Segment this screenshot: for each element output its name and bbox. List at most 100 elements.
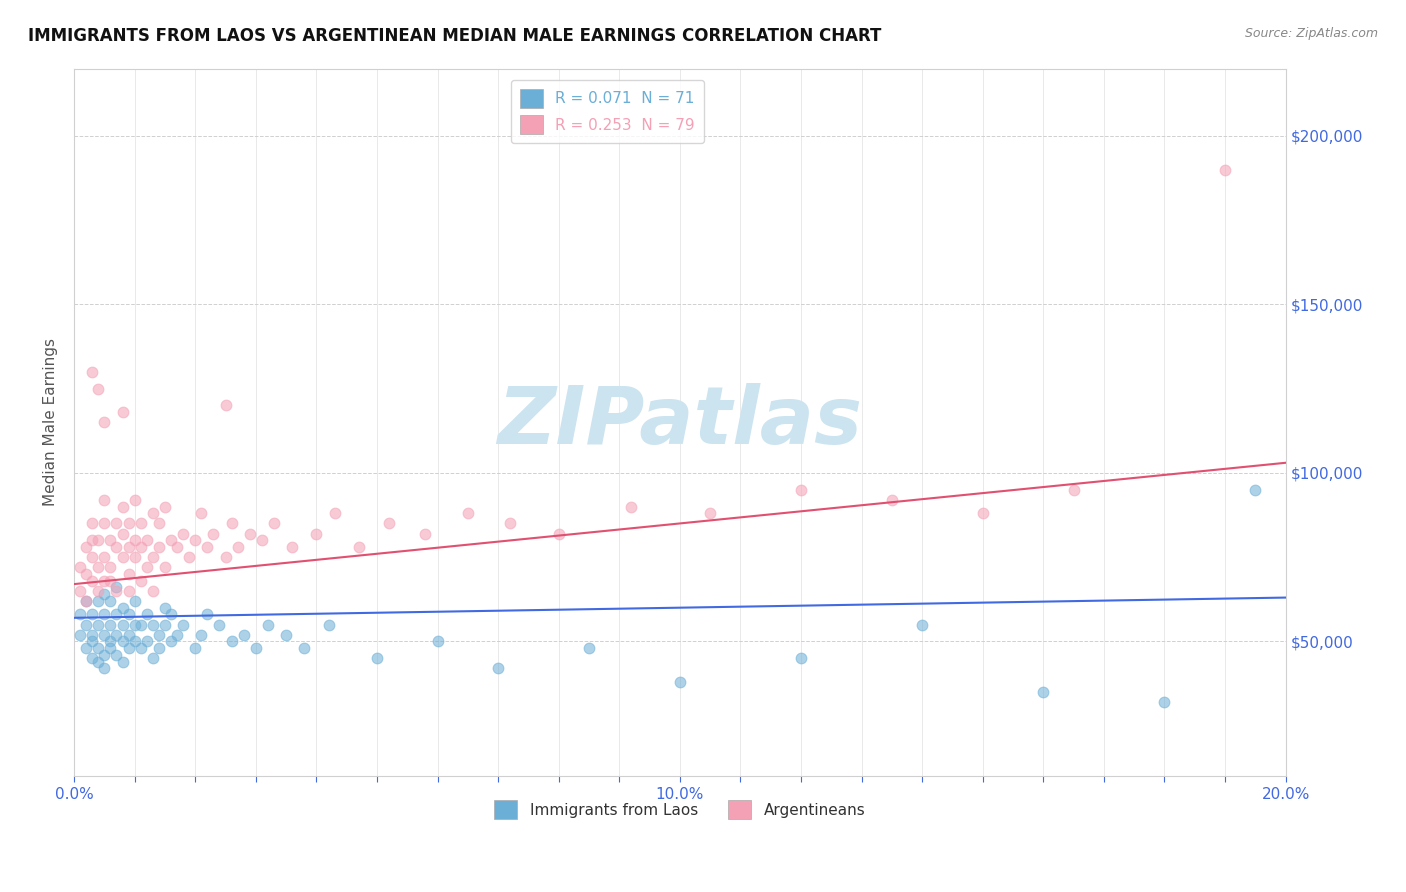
Point	[1244, 483, 1267, 497]
Point	[160, 533, 183, 548]
Point	[499, 516, 522, 531]
Point	[93, 587, 115, 601]
Point	[972, 506, 994, 520]
Point	[100, 574, 122, 588]
Point	[87, 617, 110, 632]
Point	[281, 540, 304, 554]
Point	[257, 617, 280, 632]
Point	[82, 365, 104, 379]
Text: ZIPatlas: ZIPatlas	[498, 384, 862, 461]
Text: IMMIGRANTS FROM LAOS VS ARGENTINEAN MEDIAN MALE EARNINGS CORRELATION CHART: IMMIGRANTS FROM LAOS VS ARGENTINEAN MEDI…	[28, 27, 882, 45]
Point	[111, 600, 134, 615]
Point	[669, 674, 692, 689]
Point	[93, 661, 115, 675]
Point	[202, 526, 225, 541]
Text: Source: ZipAtlas.com: Source: ZipAtlas.com	[1244, 27, 1378, 40]
Point	[378, 516, 401, 531]
Point	[790, 651, 813, 665]
Point	[208, 617, 231, 632]
Point	[124, 617, 146, 632]
Point	[100, 560, 122, 574]
Point	[160, 607, 183, 622]
Point	[129, 540, 152, 554]
Point	[93, 492, 115, 507]
Point	[305, 526, 328, 541]
Point	[82, 634, 104, 648]
Point	[105, 648, 128, 662]
Point	[1213, 162, 1236, 177]
Point	[93, 607, 115, 622]
Point	[75, 594, 97, 608]
Point	[93, 574, 115, 588]
Point	[166, 540, 188, 554]
Point	[124, 533, 146, 548]
Point	[1153, 695, 1175, 709]
Point	[87, 583, 110, 598]
Point	[699, 506, 721, 520]
Point	[153, 560, 176, 574]
Point	[426, 634, 449, 648]
Point	[75, 641, 97, 656]
Point	[578, 641, 600, 656]
Point	[323, 506, 346, 520]
Point	[100, 617, 122, 632]
Point	[160, 634, 183, 648]
Point	[69, 560, 91, 574]
Point	[117, 627, 139, 641]
Point	[117, 583, 139, 598]
Point	[111, 526, 134, 541]
Point	[111, 655, 134, 669]
Point	[75, 594, 97, 608]
Point	[547, 526, 569, 541]
Point	[172, 526, 194, 541]
Point	[292, 641, 315, 656]
Point	[87, 655, 110, 669]
Point	[148, 641, 170, 656]
Point	[124, 594, 146, 608]
Point	[82, 516, 104, 531]
Point	[790, 483, 813, 497]
Point	[93, 550, 115, 565]
Point	[347, 540, 370, 554]
Legend: Immigrants from Laos, Argentineans: Immigrants from Laos, Argentineans	[488, 794, 872, 825]
Point	[87, 533, 110, 548]
Point	[105, 581, 128, 595]
Point	[245, 641, 267, 656]
Point	[82, 533, 104, 548]
Point	[195, 540, 218, 554]
Point	[415, 526, 437, 541]
Point	[117, 540, 139, 554]
Point	[620, 500, 643, 514]
Point	[100, 641, 122, 656]
Point	[148, 627, 170, 641]
Point	[117, 607, 139, 622]
Point	[87, 560, 110, 574]
Point	[129, 574, 152, 588]
Point	[366, 651, 388, 665]
Point	[105, 516, 128, 531]
Point	[117, 641, 139, 656]
Point	[274, 627, 297, 641]
Point	[190, 627, 212, 641]
Point	[911, 617, 934, 632]
Point	[214, 399, 236, 413]
Point	[142, 617, 165, 632]
Point	[250, 533, 273, 548]
Point	[111, 500, 134, 514]
Point	[105, 627, 128, 641]
Point	[111, 634, 134, 648]
Point	[221, 634, 243, 648]
Point	[142, 550, 165, 565]
Point	[75, 617, 97, 632]
Point	[75, 566, 97, 581]
Point	[135, 560, 157, 574]
Point	[105, 540, 128, 554]
Point	[93, 516, 115, 531]
Point	[179, 550, 201, 565]
Point	[93, 648, 115, 662]
Point	[1063, 483, 1085, 497]
Point	[166, 627, 188, 641]
Point	[457, 506, 479, 520]
Point	[124, 492, 146, 507]
Point	[880, 492, 903, 507]
